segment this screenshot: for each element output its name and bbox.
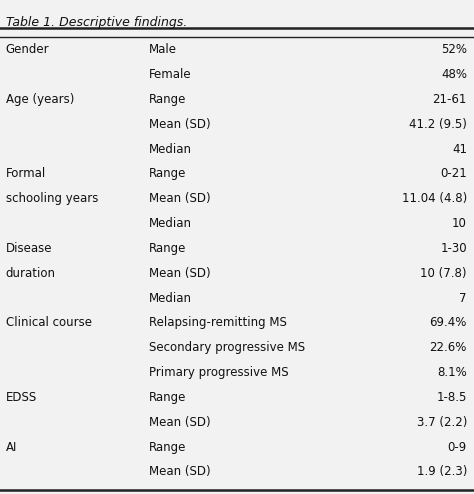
Text: Range: Range xyxy=(149,167,187,180)
Text: 0-9: 0-9 xyxy=(447,441,467,453)
Text: Disease: Disease xyxy=(6,242,52,255)
Text: Age (years): Age (years) xyxy=(6,93,74,106)
Text: 48%: 48% xyxy=(441,68,467,81)
Text: 41: 41 xyxy=(452,143,467,156)
Text: Clinical course: Clinical course xyxy=(6,317,91,329)
Text: 21-61: 21-61 xyxy=(432,93,467,106)
Text: Mean (SD): Mean (SD) xyxy=(149,118,211,131)
Text: 41.2 (9.5): 41.2 (9.5) xyxy=(409,118,467,131)
Text: Range: Range xyxy=(149,93,187,106)
Text: Median: Median xyxy=(149,291,192,305)
Text: duration: duration xyxy=(6,267,55,280)
Text: EDSS: EDSS xyxy=(6,391,37,404)
Text: 22.6%: 22.6% xyxy=(429,341,467,354)
Text: 7: 7 xyxy=(459,291,467,305)
Text: Female: Female xyxy=(149,68,192,81)
Text: 11.04 (4.8): 11.04 (4.8) xyxy=(401,192,467,206)
Text: 10: 10 xyxy=(452,217,467,230)
Text: Median: Median xyxy=(149,217,192,230)
Text: Formal: Formal xyxy=(6,167,46,180)
Text: Range: Range xyxy=(149,391,187,404)
Text: Mean (SD): Mean (SD) xyxy=(149,267,211,280)
Text: 1.9 (2.3): 1.9 (2.3) xyxy=(417,465,467,479)
Text: 3.7 (2.2): 3.7 (2.2) xyxy=(417,416,467,429)
Text: Gender: Gender xyxy=(6,43,49,56)
Text: Range: Range xyxy=(149,242,187,255)
Text: Primary progressive MS: Primary progressive MS xyxy=(149,366,289,379)
Text: 0-21: 0-21 xyxy=(440,167,467,180)
Text: Mean (SD): Mean (SD) xyxy=(149,416,211,429)
Text: Relapsing-remitting MS: Relapsing-remitting MS xyxy=(149,317,287,329)
Text: 10 (7.8): 10 (7.8) xyxy=(420,267,467,280)
Text: Table 1. Descriptive findings.: Table 1. Descriptive findings. xyxy=(6,16,187,29)
Text: schooling years: schooling years xyxy=(6,192,98,206)
Text: Range: Range xyxy=(149,441,187,453)
Text: Secondary progressive MS: Secondary progressive MS xyxy=(149,341,305,354)
Text: 52%: 52% xyxy=(441,43,467,56)
Text: 1-8.5: 1-8.5 xyxy=(437,391,467,404)
Text: Mean (SD): Mean (SD) xyxy=(149,465,211,479)
Text: Male: Male xyxy=(149,43,177,56)
Text: Mean (SD): Mean (SD) xyxy=(149,192,211,206)
Text: Median: Median xyxy=(149,143,192,156)
Text: AI: AI xyxy=(6,441,17,453)
Text: 1-30: 1-30 xyxy=(440,242,467,255)
Text: 69.4%: 69.4% xyxy=(429,317,467,329)
Text: 8.1%: 8.1% xyxy=(437,366,467,379)
